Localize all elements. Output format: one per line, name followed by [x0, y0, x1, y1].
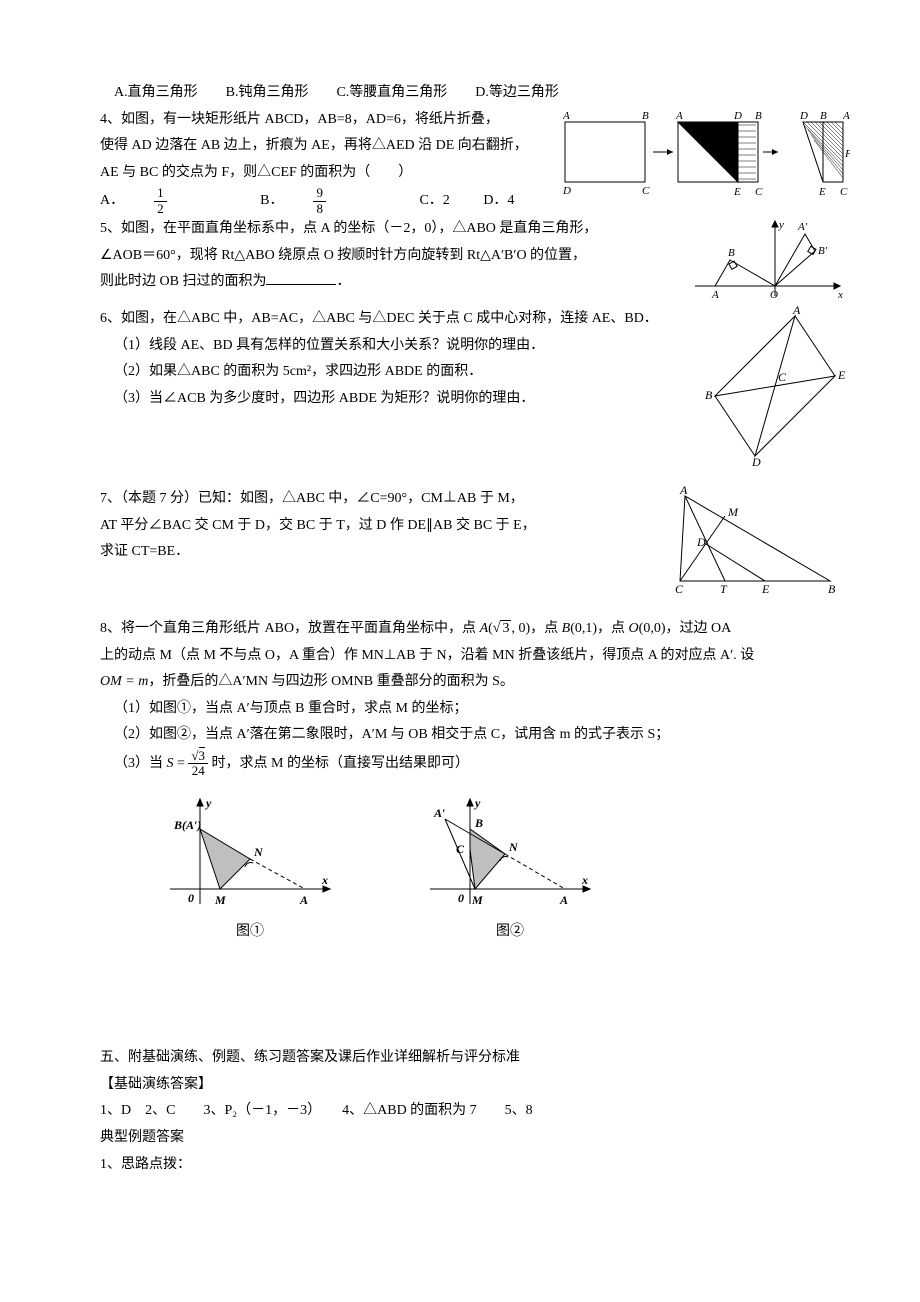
q8-figures: y x B(A′) N 0 M A 图①: [160, 789, 850, 946]
q6-p3: （3）当∠ACB 为多少度时，四边形 ABDE 为矩形？说明你的理由．: [100, 386, 700, 413]
svg-text:A: A: [559, 893, 568, 907]
svg-text:A: A: [562, 110, 570, 122]
q8-line3: OM = m，折叠后的△A′MN 与四边形 OMNB 重叠部分的面积为 S。: [100, 669, 850, 696]
svg-text:B(A′): B(A′): [173, 818, 201, 832]
q6-row: 6、如图，在△ABC 中，AB=AC，△ABC 与△DEC 关于点 C 成中心对…: [100, 306, 850, 466]
svg-text:A′: A′: [797, 221, 808, 233]
svg-text:0: 0: [458, 891, 464, 905]
svg-text:D: D: [562, 185, 571, 197]
q5-line1: 5、如图，在平面直角坐标系中，点 A 的坐标（－2，0），△ABO 是直角三角形…: [100, 216, 690, 243]
svg-text:D: D: [696, 535, 706, 549]
svg-text:F: F: [844, 148, 850, 160]
svg-text:T: T: [720, 582, 728, 596]
svg-text:B: B: [820, 110, 827, 122]
q5-line2: ∠AOB＝60°，现将 Rt△ABO 绕原点 O 按顺时针方向旋转到 Rt△A′…: [100, 243, 690, 270]
answers-section: 五、附基础演练、例题、练习题答案及课后作业详细解析与评分标准 【基础演练答案】 …: [100, 1045, 850, 1178]
svg-text:C: C: [778, 370, 787, 384]
q4-figure: A B D C A: [560, 107, 850, 202]
svg-text:C: C: [840, 186, 848, 198]
svg-text:B′: B′: [818, 245, 828, 257]
svg-text:C: C: [755, 186, 763, 198]
svg-text:B: B: [728, 247, 735, 259]
svg-text:B: B: [755, 110, 762, 122]
q6-figure: A B C E D: [700, 306, 850, 466]
ans-h2: 【基础演练答案】: [100, 1072, 850, 1099]
svg-text:B: B: [705, 388, 713, 402]
svg-text:A: A: [679, 486, 688, 497]
q3-options: A.直角三角形 B.钝角三角形 C.等腰直角三角形 D.等边三角形: [100, 80, 850, 107]
svg-text:D: D: [733, 110, 742, 122]
svg-text:x: x: [581, 873, 588, 887]
q6-line1: 6、如图，在△ABC 中，AB=AC，△ABC 与△DEC 关于点 C 成中心对…: [100, 306, 700, 333]
svg-text:A: A: [792, 306, 801, 317]
q4-line1: 4、如图，有一块矩形纸片 ABCD，AB=8，AD=6，将纸片折叠，: [100, 107, 560, 134]
svg-text:D: D: [751, 455, 761, 466]
svg-text:y: y: [473, 796, 481, 810]
svg-text:y: y: [778, 219, 784, 231]
q7-figure: A C B M D T E: [670, 486, 850, 596]
q8-p1: （1）如图①，当点 A′与顶点 B 重合时，求点 M 的坐标；: [100, 696, 850, 723]
q8-p3: （3）当 S = √324 时，求点 M 的坐标（直接写出结果即可）: [100, 749, 850, 779]
svg-text:x: x: [837, 289, 843, 301]
svg-text:E: E: [818, 186, 826, 198]
svg-text:0: 0: [188, 891, 194, 905]
q8-line2: 上的动点 M（点 M 不与点 O，A 重合）作 MN⊥AB 于 N，沿着 MN …: [100, 643, 850, 670]
q4-line3: AE 与 BC 的交点为 F，则△CEF 的面积为（ ）: [100, 160, 560, 187]
svg-text:A: A: [299, 893, 308, 907]
svg-text:A: A: [711, 289, 719, 301]
q8-body: 8、将一个直角三角形纸片 ABO，放置在平面直角坐标中，点 A(√3, 0)，点…: [100, 616, 850, 945]
svg-text:A′: A′: [433, 806, 445, 820]
svg-text:C: C: [642, 185, 650, 197]
q4-line2: 使得 AD 边落在 AB 边上，折痕为 AE，再将△AED 沿 DE 向右翻折，: [100, 133, 560, 160]
svg-text:B: B: [642, 110, 649, 122]
svg-text:A: A: [675, 110, 683, 122]
svg-text:O: O: [770, 289, 778, 301]
q8-p2: （2）如图②，当点 A′落在第二象限时，A′M 与 OB 相交于点 C，试用含 …: [100, 722, 850, 749]
q6-p1: （1）线段 AE、BD 具有怎样的位置关系和大小关系？说明你的理由．: [100, 333, 700, 360]
svg-text:M: M: [214, 893, 226, 907]
q8-fig2: y x A′ B C N 0 M A 图②: [420, 789, 600, 946]
svg-text:M: M: [727, 505, 739, 519]
q8-line1: 8、将一个直角三角形纸片 ABO，放置在平面直角坐标中，点 A(√3, 0)，点…: [100, 616, 850, 643]
svg-text:E: E: [761, 582, 770, 596]
ans-l1: 1、D 2、C 3、P₂（－1，－3） 4、△ABD 的面积为 7 5、8: [100, 1098, 850, 1125]
q4-row: 4、如图，有一块矩形纸片 ABCD，AB=8，AD=6，将纸片折叠， 使得 AD…: [100, 107, 850, 216]
q7-line1: 7、（本题 7 分）已知：如图，△ABC 中，∠C=90°，CM⊥AB 于 M，: [100, 486, 670, 513]
svg-text:E: E: [733, 186, 741, 198]
svg-text:y: y: [204, 796, 212, 810]
svg-text:B: B: [474, 816, 483, 830]
ans-h3: 典型例题答案: [100, 1125, 850, 1152]
svg-text:N: N: [508, 840, 519, 854]
svg-text:C: C: [675, 582, 684, 596]
ans-l2: 1、思路点拨：: [100, 1152, 850, 1179]
q5-row: 5、如图，在平面直角坐标系中，点 A 的坐标（－2，0），△ABO 是直角三角形…: [100, 216, 850, 306]
q5-line3: 则此时边 OB 扫过的面积为．: [100, 269, 690, 296]
svg-text:A: A: [842, 110, 850, 122]
svg-text:M: M: [471, 893, 483, 907]
svg-text:B: B: [828, 582, 836, 596]
ans-h1: 五、附基础演练、例题、练习题答案及课后作业详细解析与评分标准: [100, 1045, 850, 1072]
q7-line2: AT 平分∠BAC 交 CM 于 D，交 BC 于 T，过 D 作 DE∥AB …: [100, 513, 670, 540]
q5-figure: A B O A′ B′ x y: [690, 216, 850, 306]
svg-text:N: N: [253, 845, 264, 859]
q7-line3: 求证 CT=BE．: [100, 539, 670, 566]
svg-text:D: D: [799, 110, 808, 122]
svg-text:E: E: [837, 368, 846, 382]
q4-options: A．12 B．98 C．2 D．4: [100, 186, 560, 216]
svg-text:C: C: [456, 842, 465, 856]
svg-text:x: x: [321, 873, 328, 887]
q6-p2: （2）如果△ABC 的面积为 5cm²，求四边形 ABDE 的面积．: [100, 359, 700, 386]
q8-fig1: y x B(A′) N 0 M A 图①: [160, 789, 340, 946]
q7-row: 7、（本题 7 分）已知：如图，△ABC 中，∠C=90°，CM⊥AB 于 M，…: [100, 486, 850, 596]
